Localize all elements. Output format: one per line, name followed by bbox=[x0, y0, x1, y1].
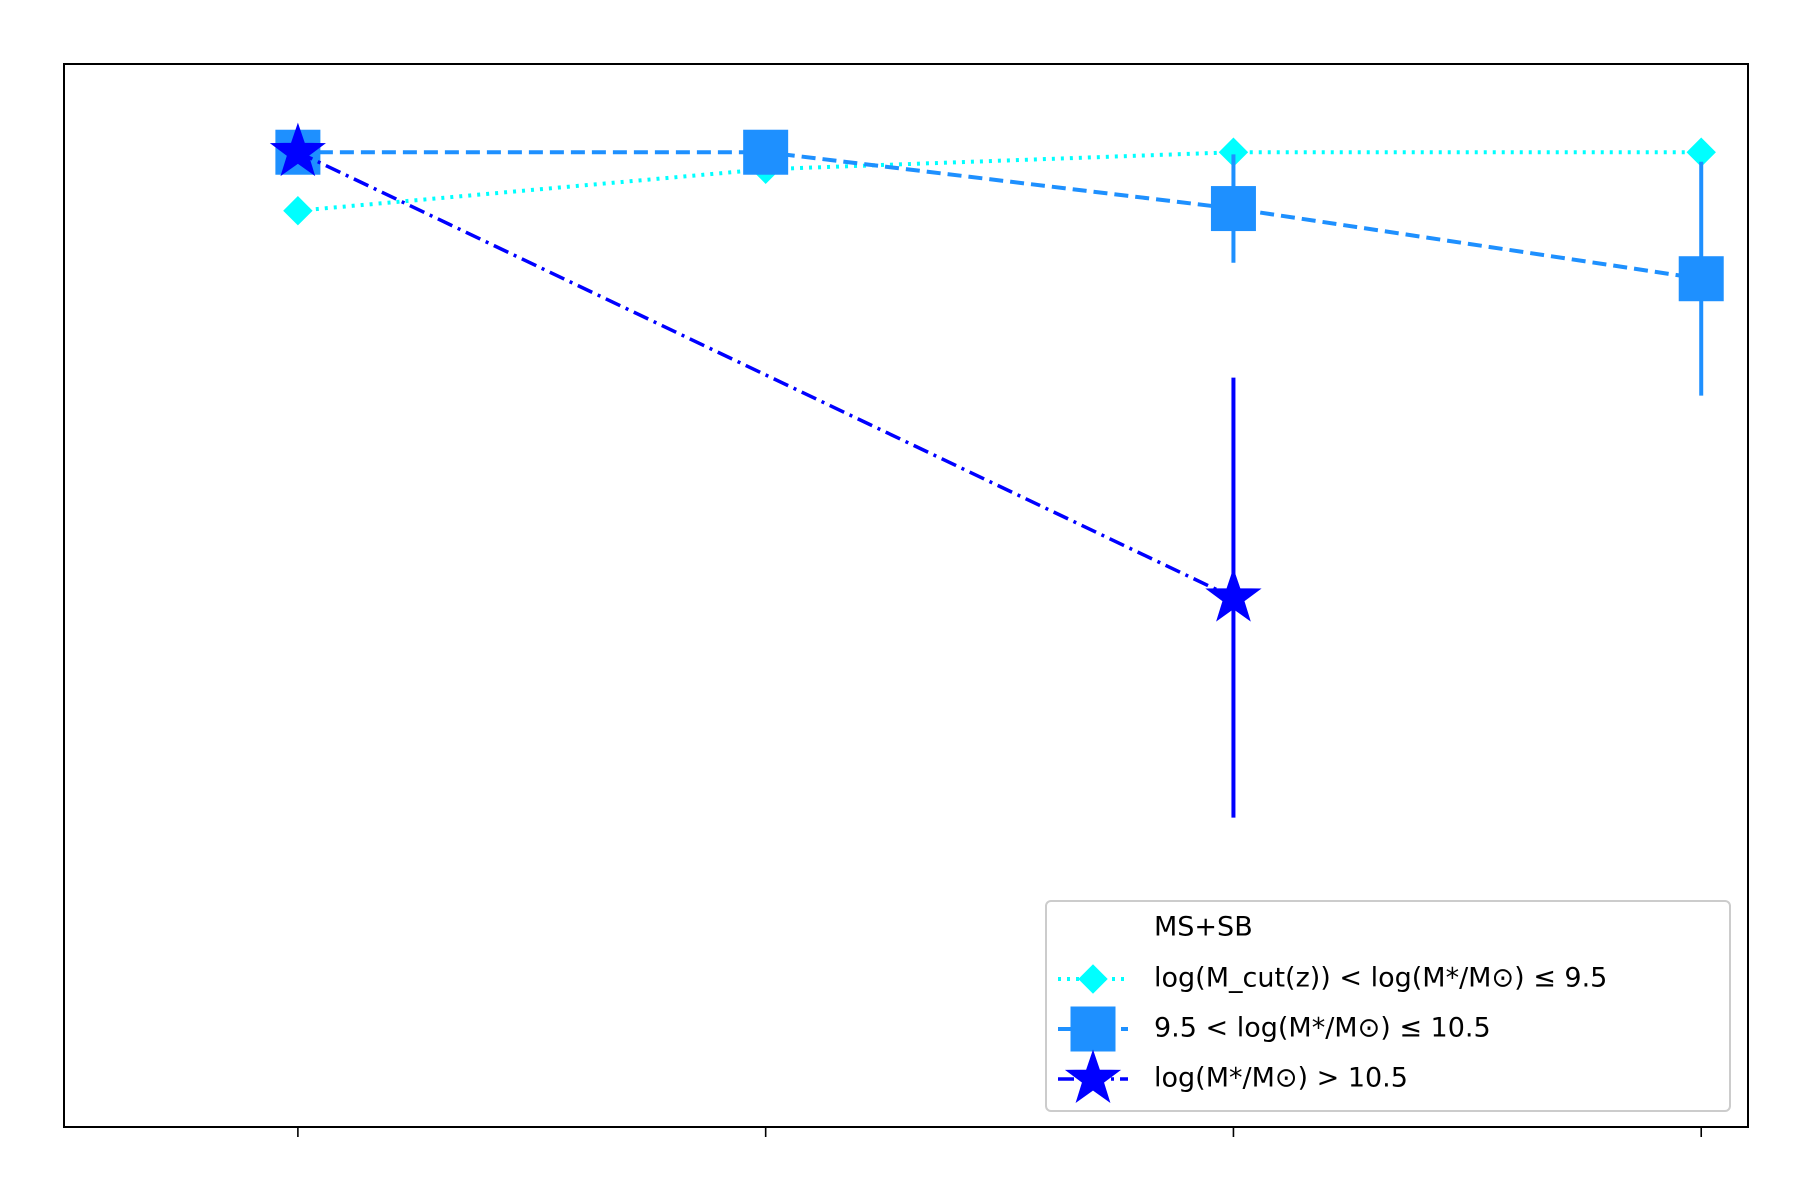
square-marker bbox=[743, 129, 789, 175]
legend-marker bbox=[1078, 964, 1108, 994]
legend-title: MS+SB bbox=[1154, 912, 1253, 943]
legend-marker bbox=[1070, 1006, 1116, 1052]
series bbox=[269, 122, 1262, 818]
star-marker bbox=[269, 122, 326, 177]
square-marker bbox=[1210, 186, 1256, 232]
legend: MS+SB log(M_cut(z)) < log(M*/M⊙) ≤ 9.5 9.5… bbox=[1045, 900, 1731, 1112]
plot-frame bbox=[63, 63, 1749, 1128]
series-line bbox=[297, 150, 1235, 600]
legend-box bbox=[1045, 900, 1731, 1112]
diamond-marker bbox=[283, 195, 313, 226]
series-line bbox=[297, 150, 1702, 213]
legend-label: log(M_cut(z)) < log(M*/M⊙) ≤ 9.5 bbox=[1154, 963, 1607, 994]
series-line bbox=[297, 150, 1702, 281]
star-marker bbox=[1205, 568, 1262, 622]
square-marker bbox=[1678, 256, 1724, 302]
legend-label: log(M*/M⊙) > 10.5 bbox=[1154, 1063, 1408, 1094]
legend-marker bbox=[1064, 1049, 1122, 1103]
legend-label: 9.5 < log(M*/M⊙) ≤ 10.5 bbox=[1154, 1013, 1491, 1044]
